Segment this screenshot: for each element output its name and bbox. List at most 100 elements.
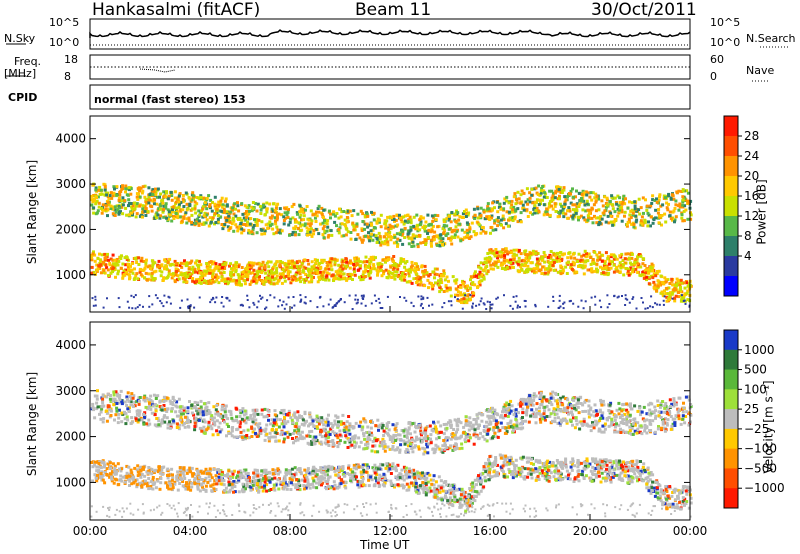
velocity-echo-cell	[651, 419, 655, 423]
power-ground-cell	[594, 295, 597, 298]
power-echo-cell	[610, 195, 614, 199]
velocity-echo-cell	[347, 428, 351, 432]
power-ground-cell	[277, 305, 280, 308]
power-echo-cell	[274, 207, 278, 210]
power-ground-cell	[259, 294, 261, 297]
velocity-echo-cell	[248, 416, 252, 420]
power-echo-cell	[255, 218, 259, 222]
velocity-echo-cell	[406, 440, 410, 444]
power-echo-cell	[460, 297, 464, 301]
power-echo-cell	[168, 257, 172, 261]
power-echo-cell	[612, 263, 616, 267]
power-echo-cell	[532, 267, 536, 271]
power-echo-cell	[512, 205, 516, 209]
velocity-echo-cell	[338, 429, 342, 433]
power-echo-cell	[325, 261, 329, 264]
velocity-echo-cell	[687, 398, 691, 402]
velocity-echo-cell	[503, 403, 507, 407]
power-echo-cell	[640, 215, 644, 219]
power-echo-cell	[303, 258, 307, 262]
power-echo-cell	[364, 255, 368, 259]
power-echo-cell	[322, 270, 326, 274]
power-echo-cell	[330, 268, 334, 272]
power-echo-cell	[114, 262, 118, 266]
power-echo-cell	[629, 266, 633, 270]
power-echo-cell	[469, 278, 472, 282]
power-echo-cell	[473, 214, 477, 217]
velocity-echo-cell	[600, 414, 604, 418]
power-echo-cell	[368, 276, 372, 280]
power-echo-cell	[407, 218, 411, 222]
power-echo-cell	[109, 207, 113, 210]
power-echo-cell	[412, 234, 416, 238]
power-echo-cell	[143, 205, 147, 209]
power-echo-cell	[540, 187, 544, 190]
power-echo-cell	[225, 218, 229, 222]
power-echo-cell	[482, 208, 486, 212]
power-echo-cell	[571, 203, 575, 207]
power-echo-cell	[602, 213, 606, 217]
power-echo-cell	[571, 187, 574, 191]
power-echo-cell	[215, 207, 219, 211]
power-echo-cell	[456, 293, 460, 297]
power-echo-cell	[208, 265, 212, 269]
velocity-echo-cell	[305, 434, 309, 438]
velocity-echo-cell	[485, 439, 489, 443]
power-echo-cell	[524, 249, 528, 253]
power-echo-cell	[121, 203, 125, 207]
power-echo-cell	[658, 195, 661, 199]
power-echo-cell	[431, 287, 435, 291]
power-echo-cell	[634, 214, 638, 218]
power-echo-cell	[514, 208, 518, 212]
power-echo-cell	[206, 267, 210, 270]
velocity-echo-cell	[615, 430, 619, 434]
power-echo-cell	[144, 261, 148, 265]
power-echo-cell	[479, 206, 483, 210]
velocity-echo-cell	[156, 394, 160, 398]
velocity-echo-cell	[244, 417, 248, 421]
velocity-echo-cell	[661, 422, 665, 426]
power-echo-cell	[510, 203, 514, 207]
power-echo-cell	[604, 220, 608, 224]
power-ground-cell	[562, 307, 565, 310]
power-echo-cell	[416, 229, 420, 233]
power-echo-cell	[546, 255, 550, 259]
power-echo-cell	[357, 257, 360, 261]
velocity-echo-cell	[242, 413, 246, 417]
power-echo-cell	[638, 273, 642, 277]
power-echo-cell	[511, 208, 515, 212]
velocity-echo-cell	[552, 411, 556, 414]
power-echo-cell	[409, 221, 413, 225]
power-echo-cell	[398, 213, 401, 217]
velocity-echo-cell	[598, 419, 602, 423]
velocity-echo-cell	[570, 406, 574, 410]
power-echo-cell	[455, 278, 459, 282]
power-echo-cell	[559, 269, 562, 273]
power-echo-cell	[456, 211, 460, 215]
power-echo-cell	[99, 188, 103, 192]
power-echo-cell	[426, 213, 430, 217]
power-echo-cell	[553, 204, 557, 208]
power-echo-cell	[290, 205, 294, 209]
velocity-echo-cell	[291, 432, 295, 435]
velocity-echo-cell	[654, 416, 657, 420]
power-echo-cell	[267, 222, 271, 226]
power-echo-cell	[672, 288, 676, 292]
power-echo-cell	[408, 280, 411, 284]
power-ground-cell	[248, 306, 251, 309]
power-echo-cell	[220, 275, 224, 279]
power-echo-cell	[681, 195, 685, 199]
power-echo-cell	[491, 201, 495, 205]
power-echo-cell	[99, 263, 103, 267]
power-ground-cell	[162, 305, 165, 308]
power-echo-cell	[174, 273, 178, 277]
power-echo-cell	[280, 213, 284, 217]
velocity-echo-cell	[632, 418, 636, 422]
power-echo-cell	[539, 189, 543, 193]
power-echo-cell	[636, 262, 640, 266]
power-echo-cell	[646, 275, 650, 279]
power-echo-cell	[352, 268, 356, 272]
power-echo-cell	[133, 201, 137, 205]
power-echo-cell	[246, 220, 249, 224]
power-echo-cell	[173, 259, 177, 263]
